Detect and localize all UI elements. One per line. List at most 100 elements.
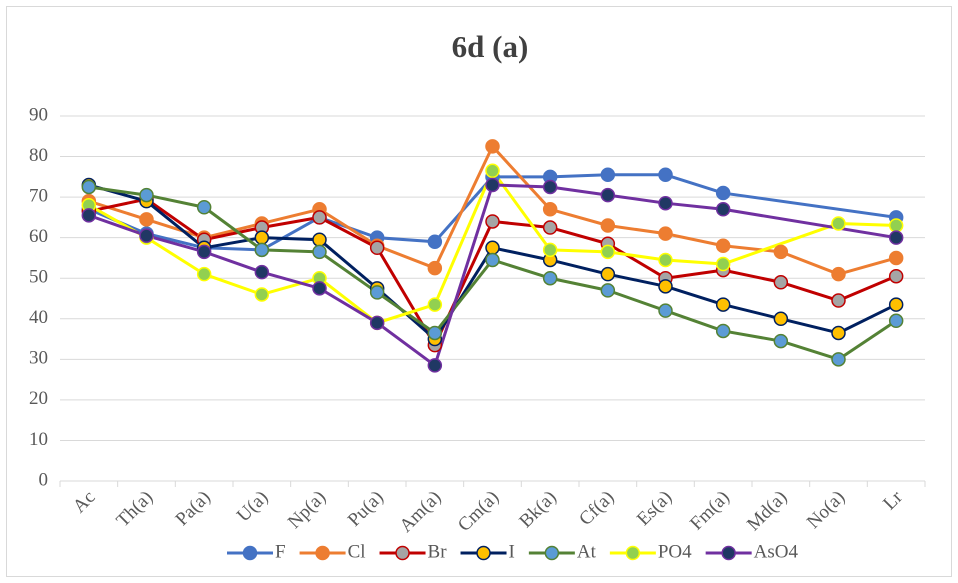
- gap-connector: [722, 207, 897, 240]
- data-point: [312, 210, 327, 225]
- data-point: [715, 297, 731, 312]
- data-point: [485, 177, 500, 193]
- data-point: [658, 303, 673, 318]
- data-point: [427, 260, 443, 276]
- data-point: [485, 240, 500, 256]
- data-point: [715, 185, 731, 201]
- data-point: [312, 232, 327, 247]
- data-point: [888, 297, 904, 312]
- y-tick-label: 80: [29, 145, 48, 166]
- data-point: [888, 230, 904, 245]
- data-point: [715, 202, 731, 217]
- data-point: [485, 139, 500, 154]
- legend-label: F: [275, 541, 286, 562]
- data-point: [658, 195, 673, 211]
- data-point: [773, 311, 789, 327]
- data-point: [542, 179, 558, 195]
- gap-connector: [722, 191, 897, 219]
- data-point: [139, 228, 154, 243]
- legend: F Cl Br I At PO4 AsO4: [227, 541, 798, 562]
- legend-marker: [721, 545, 736, 561]
- data-point: [196, 266, 212, 282]
- data-point: [888, 218, 904, 233]
- data-point: [715, 238, 731, 254]
- data-point: [81, 179, 97, 195]
- series-line: [88, 173, 724, 252]
- data-point: [773, 244, 789, 260]
- legend-label: PO4: [658, 541, 692, 562]
- data-point: [715, 323, 731, 339]
- legend-label: I: [509, 541, 515, 562]
- legend-marker: [625, 545, 641, 561]
- y-tick-label: 20: [29, 388, 48, 409]
- data-point: [600, 266, 616, 282]
- data-point: [888, 268, 904, 284]
- data-point: [254, 230, 270, 245]
- data-point: [542, 242, 558, 258]
- legend-marker: [476, 545, 491, 561]
- data-point: [139, 212, 154, 227]
- data-point: [831, 216, 846, 231]
- series-line: [838, 221, 897, 227]
- data-point: [254, 264, 270, 280]
- data-point: [888, 250, 904, 266]
- series-line: [88, 183, 724, 367]
- legend-label: Br: [428, 541, 448, 562]
- data-point: [427, 297, 443, 312]
- chart-title: 6d (a): [452, 29, 529, 64]
- data-point: [600, 187, 616, 203]
- data-point: [773, 275, 789, 290]
- data-point: [427, 325, 443, 341]
- data-point: [888, 313, 904, 329]
- y-tick-label: 10: [29, 429, 48, 450]
- data-point: [658, 252, 673, 268]
- data-point: [542, 220, 558, 235]
- series-line: [88, 169, 724, 325]
- y-tick-label: 30: [29, 348, 48, 369]
- data-point: [600, 283, 616, 298]
- y-tick-label: 0: [39, 469, 49, 490]
- data-point: [831, 293, 846, 308]
- data-point: [139, 187, 154, 203]
- legend-marker: [315, 545, 330, 561]
- data-point: [196, 244, 212, 260]
- y-tick-label: 60: [29, 226, 48, 247]
- data-point: [427, 234, 443, 249]
- data-point: [542, 202, 558, 217]
- legend-marker: [395, 545, 410, 561]
- y-tick-label: 50: [29, 267, 48, 288]
- data-point: [485, 252, 500, 268]
- data-point: [831, 325, 846, 341]
- data-point: [196, 200, 212, 215]
- data-point: [831, 266, 846, 282]
- legend-label: AsO4: [754, 541, 799, 562]
- data-point: [658, 279, 673, 294]
- legend-label: Cl: [348, 541, 366, 562]
- data-point: [369, 285, 385, 300]
- data-point: [485, 163, 500, 178]
- data-point: [542, 270, 558, 286]
- data-point: [600, 244, 616, 260]
- data-point: [312, 244, 327, 260]
- y-tick-label: 70: [29, 185, 48, 206]
- legend-marker: [544, 545, 560, 561]
- data-point: [312, 281, 327, 296]
- data-point: [658, 226, 673, 241]
- data-point: [715, 256, 731, 272]
- data-point: [600, 167, 616, 183]
- gap-connector: [722, 222, 839, 266]
- legend-marker: [242, 545, 258, 561]
- data-point: [427, 358, 443, 373]
- data-point: [600, 218, 616, 233]
- data-point: [658, 167, 673, 183]
- y-tick-label: 90: [29, 104, 48, 125]
- data-point: [369, 240, 385, 256]
- data-point: [254, 287, 270, 302]
- data-point: [485, 214, 500, 229]
- y-tick-label: 40: [29, 307, 48, 328]
- data-point: [831, 352, 846, 367]
- data-point: [369, 315, 385, 331]
- data-point: [773, 333, 789, 349]
- data-point: [81, 208, 97, 223]
